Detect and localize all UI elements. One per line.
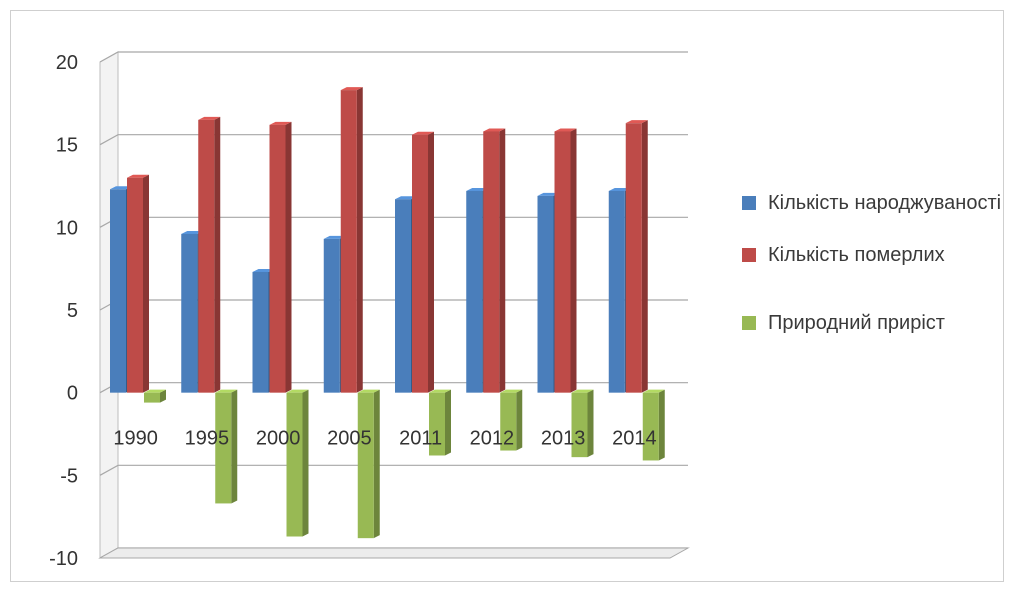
bar-top — [323, 235, 346, 239]
bar-side — [143, 174, 149, 393]
bar-side — [445, 389, 451, 456]
x-tick-label: 2012 — [470, 428, 515, 450]
bar-top — [554, 128, 577, 132]
bar-top — [642, 389, 665, 393]
x-tick-label: 2013 — [541, 428, 586, 450]
x-tick-label: 2005 — [327, 428, 372, 450]
bar-top — [483, 128, 506, 132]
chart-floor — [98, 547, 690, 559]
bar-top — [269, 121, 292, 125]
gridline — [99, 134, 688, 146]
bar-top — [340, 87, 363, 91]
bar-side — [587, 389, 594, 458]
bar-side — [302, 389, 309, 537]
x-tick-label: 1995 — [185, 428, 230, 450]
y-tick-label: 0 — [67, 383, 78, 405]
bar-2-2005 — [357, 392, 374, 539]
legend-item-natural-growth: Природний приріст — [742, 308, 1012, 338]
bar-1-2014 — [625, 123, 642, 393]
legend-swatch-natural-growth — [742, 316, 756, 330]
y-tick-label: 5 — [67, 300, 78, 322]
bar-top — [110, 186, 132, 190]
chart-legend: Кількість народжуваності Кількість помер… — [742, 188, 1012, 360]
bar-top — [181, 230, 204, 234]
x-tick-label: 2000 — [256, 428, 301, 450]
bar-side — [356, 87, 363, 393]
legend-item-deaths: Кількість померлих — [742, 240, 1012, 270]
bar-top — [429, 389, 451, 393]
bar-0-2011 — [395, 199, 411, 393]
legend-item-births: Кількість народжуваності — [742, 188, 1012, 218]
bar-1-2000 — [269, 124, 286, 393]
bar-side — [570, 128, 577, 393]
x-tick-label: 1990 — [113, 428, 158, 450]
bar-2-2014 — [642, 392, 659, 461]
bar-1-2012 — [483, 131, 500, 393]
bar-0-1995 — [181, 233, 198, 393]
bar-side — [373, 389, 380, 539]
y-tick-label: -5 — [60, 465, 78, 487]
bar-0-2013 — [537, 195, 554, 393]
bar-side — [231, 389, 238, 504]
bar-top — [537, 192, 560, 196]
bar-top — [395, 196, 417, 200]
bar-0-2012 — [466, 190, 483, 393]
bar-1-1990 — [127, 177, 143, 393]
bar-side — [160, 389, 166, 403]
gridline — [99, 464, 688, 476]
y-tick-label: 20 — [56, 52, 78, 74]
bar-top — [286, 389, 309, 393]
bar-top — [608, 187, 631, 191]
bar-2-1995 — [215, 392, 232, 504]
bar-top — [500, 389, 523, 393]
bar-1-2005 — [340, 90, 357, 393]
bar-top — [215, 389, 238, 393]
legend-swatch-deaths — [742, 248, 756, 262]
bar-top — [198, 116, 221, 120]
gridline — [99, 216, 688, 228]
bar-2-2011 — [429, 392, 445, 456]
bar-top — [252, 268, 275, 272]
bar-top — [571, 389, 594, 393]
x-tick-label: 2011 — [399, 428, 442, 450]
bar-side — [428, 131, 434, 393]
bar-side — [285, 121, 292, 393]
legend-label-births: Кількість народжуваності — [768, 192, 1002, 214]
legend-swatch-births — [742, 196, 756, 210]
bar-0-2000 — [252, 271, 269, 393]
bar-top — [466, 187, 489, 191]
bar-1-2011 — [412, 134, 428, 393]
legend-label-natural-growth: Природний приріст — [768, 312, 945, 334]
x-tick-label: 2014 — [612, 428, 657, 450]
bar-side — [516, 389, 523, 451]
y-tick-label: 15 — [56, 135, 78, 157]
bar-2-2013 — [571, 392, 588, 458]
bar-top — [144, 389, 166, 393]
chart-frame — [10, 10, 1004, 582]
gridline — [99, 51, 688, 63]
bar-0-2014 — [608, 190, 625, 393]
bar-1-2013 — [554, 131, 571, 393]
y-tick-label: 10 — [56, 217, 78, 239]
bar-side — [214, 116, 221, 393]
bar-1-1995 — [198, 119, 215, 393]
bar-side — [641, 120, 648, 393]
bar-side — [499, 128, 506, 393]
bar-top — [412, 131, 434, 135]
y-tick-label: -10 — [49, 548, 78, 570]
bar-side — [658, 389, 665, 461]
bar-top — [625, 120, 648, 124]
bar-2-2012 — [500, 392, 517, 451]
bar-2-1990 — [144, 392, 160, 403]
bar-top — [127, 174, 149, 178]
bar-0-1990 — [110, 189, 126, 393]
legend-label-deaths: Кількість померлих — [768, 244, 945, 266]
bar-2-2000 — [286, 392, 303, 537]
bar-0-2005 — [323, 238, 340, 393]
bar-top — [357, 389, 380, 393]
